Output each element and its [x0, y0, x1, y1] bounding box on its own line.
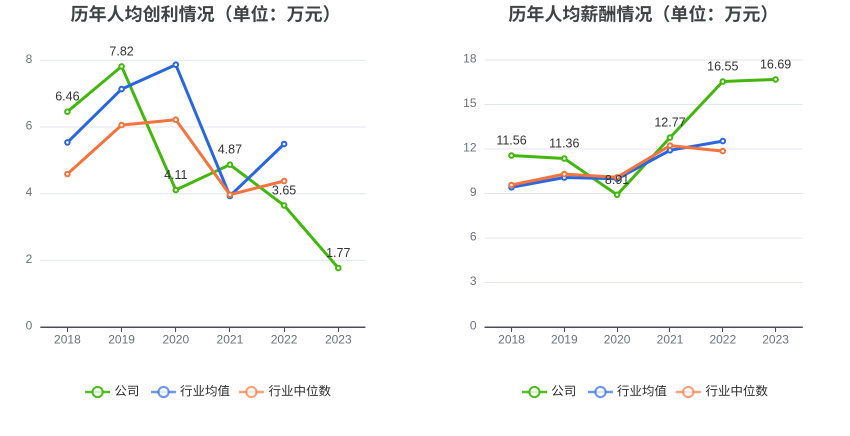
svg-text:6: 6	[470, 230, 477, 244]
svg-text:2018: 2018	[498, 332, 525, 346]
svg-text:6.46: 6.46	[55, 90, 79, 104]
svg-text:4.11: 4.11	[164, 168, 187, 182]
svg-text:4: 4	[26, 185, 33, 199]
svg-text:9: 9	[470, 185, 477, 199]
svg-text:12: 12	[463, 141, 477, 155]
svg-text:16.55: 16.55	[707, 60, 738, 74]
svg-text:2023: 2023	[325, 332, 352, 346]
svg-text:6: 6	[26, 119, 33, 133]
svg-text:2022: 2022	[709, 332, 736, 346]
svg-text:2022: 2022	[271, 332, 298, 346]
svg-text:2018: 2018	[54, 332, 81, 346]
svg-text:1.77: 1.77	[326, 246, 350, 260]
svg-text:18: 18	[463, 52, 477, 66]
svg-text:2023: 2023	[762, 332, 789, 346]
svg-text:2021: 2021	[217, 332, 244, 346]
svg-text:2: 2	[26, 252, 33, 266]
svg-text:11.36: 11.36	[549, 137, 579, 151]
svg-text:4.87: 4.87	[218, 143, 242, 157]
svg-text:3: 3	[470, 274, 477, 288]
svg-text:11.56: 11.56	[496, 134, 526, 148]
svg-text:2020: 2020	[162, 332, 189, 346]
svg-text:8: 8	[26, 52, 33, 66]
svg-text:0: 0	[470, 319, 477, 333]
svg-text:8.91: 8.91	[605, 173, 629, 187]
svg-text:12.77: 12.77	[654, 116, 685, 130]
svg-text:15: 15	[463, 96, 477, 110]
svg-text:3.65: 3.65	[272, 183, 296, 197]
svg-text:2020: 2020	[604, 332, 631, 346]
svg-text:2019: 2019	[108, 332, 135, 346]
svg-text:2021: 2021	[657, 332, 684, 346]
svg-text:16.69: 16.69	[760, 57, 791, 71]
svg-text:2019: 2019	[551, 332, 578, 346]
svg-text:0: 0	[26, 319, 33, 333]
svg-text:7.82: 7.82	[109, 44, 133, 58]
